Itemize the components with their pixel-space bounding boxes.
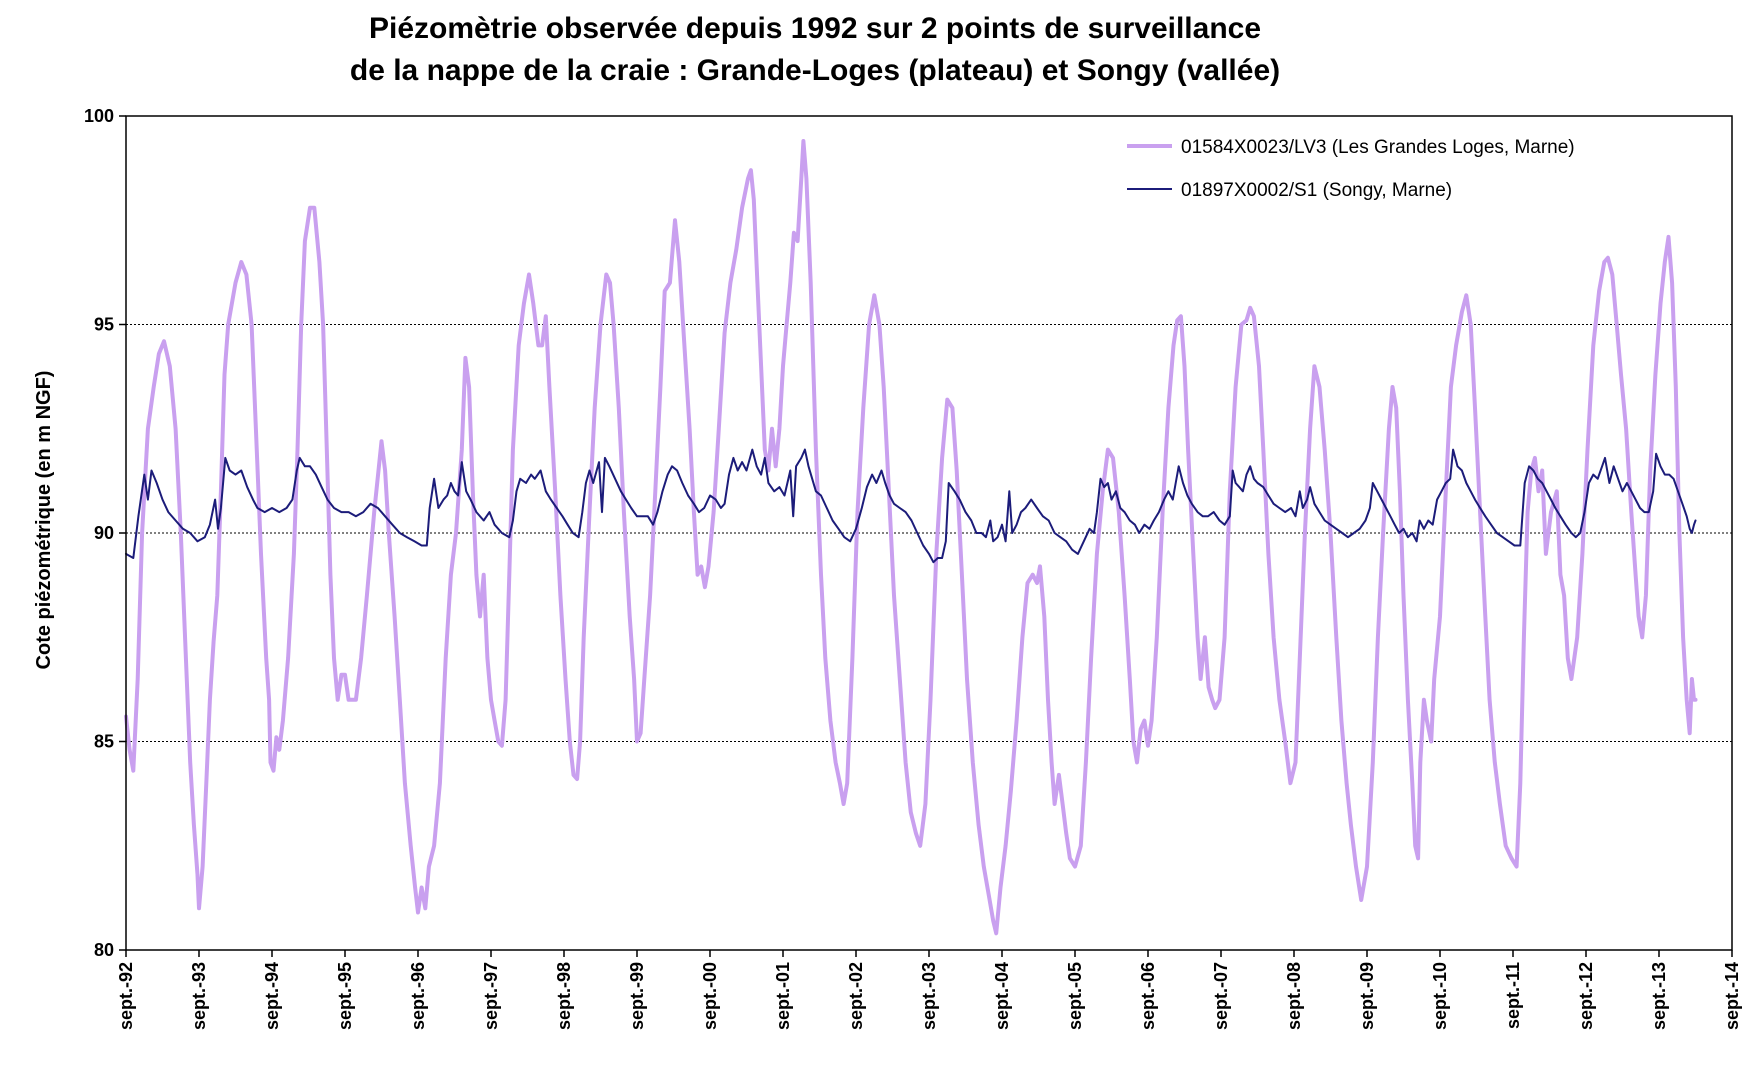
y-axis-label: Cote piézométrique (en m NGF): [33, 371, 55, 670]
x-tick-label: sept.-04: [992, 962, 1012, 1030]
plot-area-frame: [125, 115, 1733, 951]
chart-title: Piézomètrie observée depuis 1992 sur 2 p…: [369, 12, 1261, 45]
y-tick-label: 95: [94, 315, 114, 335]
x-tick-label: sept.-07: [1211, 962, 1231, 1030]
x-tick-label: sept.-10: [1430, 962, 1450, 1030]
x-tick-label: sept.-95: [335, 962, 355, 1030]
x-tick-label: sept.-08: [1284, 962, 1304, 1030]
x-tick-label: sept.-03: [919, 962, 939, 1030]
y-tick-label: 90: [94, 523, 114, 543]
chart-subtitle: de la nappe de la craie : Grande-Loges (…: [350, 54, 1280, 87]
x-tick-label: sept.-11: [1503, 962, 1523, 1029]
x-tick-label: sept.-96: [408, 962, 428, 1030]
x-tick-label: sept.-13: [1649, 962, 1669, 1030]
x-tick-label: sept.-12: [1576, 962, 1596, 1030]
data-series: [124, 139, 1698, 936]
x-tick-label: sept.-14: [1722, 962, 1742, 1030]
x-tick-label: sept.-06: [1138, 962, 1158, 1030]
series-line-songy: [125, 448, 1697, 564]
y-tick-label: 85: [94, 732, 114, 752]
y-tick-label: 80: [94, 940, 114, 960]
x-tick-label: sept.-97: [481, 962, 501, 1030]
x-axis-ticks: sept.-92 sept.-93 sept.-94 sept.-95 sept.-96…: [116, 950, 1742, 1030]
x-tick-label: sept.-09: [1357, 962, 1377, 1030]
legend-label-songy: 01897X0002/S1 (Songy, Marne): [1181, 180, 1452, 201]
legend: 01584X0023/LV3 (Les Grandes Loges, Marne…: [1127, 137, 1575, 201]
series-line-grandes-loges: [124, 139, 1698, 936]
x-tick-label: sept.-94: [262, 962, 282, 1030]
y-tick-label: 100: [84, 106, 114, 126]
x-tick-label: sept.-02: [846, 962, 866, 1030]
x-tick-label: sept.-92: [116, 962, 136, 1030]
gridlines: [126, 324, 1732, 742]
legend-label-grandes-loges: 01584X0023/LV3 (Les Grandes Loges, Marne…: [1181, 137, 1575, 158]
x-tick-label: sept.-05: [1065, 962, 1085, 1030]
x-tick-label: sept.-93: [189, 962, 209, 1030]
x-tick-label: sept.-98: [554, 962, 574, 1030]
x-tick-label: sept.-01: [773, 962, 793, 1030]
y-axis-ticks: 80 85 90 95 100: [84, 106, 126, 960]
x-tick-label: sept.-99: [627, 962, 647, 1030]
x-tick-label: sept.-00: [700, 962, 720, 1030]
